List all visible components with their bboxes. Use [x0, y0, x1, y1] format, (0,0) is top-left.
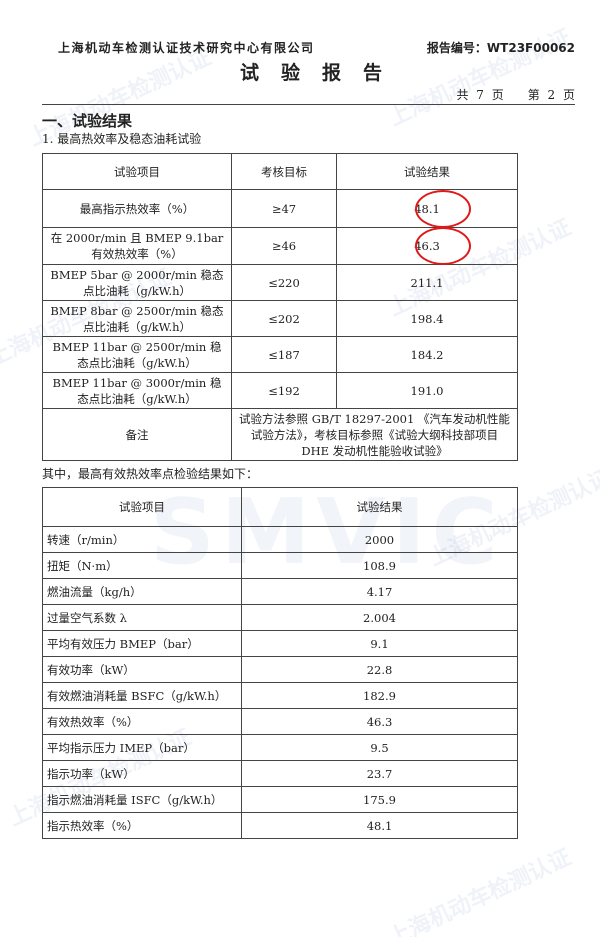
item-cell: 有效功率（kW） — [42, 656, 242, 683]
table-row: 平均有效压力 BMEP（bar） 9.1 — [42, 630, 518, 657]
target-cell: ≤220 — [231, 264, 337, 301]
item-cell: 转速（r/min） — [42, 526, 242, 553]
result-cell: 198.4 — [336, 300, 518, 337]
table-row: 平均指示压力 IMEP（bar） 9.5 — [42, 734, 518, 761]
item-cell: BMEP 5bar @ 2000r/min 稳态点比油耗（g/kW.h） — [42, 264, 232, 301]
red-annotation-circle — [415, 190, 471, 228]
red-annotation-circle — [415, 227, 471, 265]
watermark: 上海机动车检测认证 — [385, 845, 576, 937]
report-number: 报告编号：WT23F00062 — [426, 41, 575, 55]
table-row: 扭矩（N·m） 108.9 — [42, 552, 518, 579]
result-cell: 46.3 — [241, 708, 518, 735]
result-cell: 184.2 — [336, 336, 518, 373]
section-title: 一、试验结果 — [42, 112, 133, 130]
result-cell: 22.8 — [241, 656, 518, 683]
table-row: 有效功率（kW） 22.8 — [42, 656, 518, 683]
section-subtitle: 1. 最高热效率及稳态油耗试验 — [42, 132, 202, 146]
item-cell: 燃油流量（kg/h） — [42, 578, 242, 605]
result-cell: 23.7 — [241, 760, 518, 787]
result-cell: 2000 — [241, 526, 518, 553]
table-row: 有效燃油消耗量 BSFC（g/kW.h） 182.9 — [42, 682, 518, 709]
note-text: 其中，最高有效热效率点检验结果如下： — [42, 467, 259, 481]
remark-label: 备注 — [42, 408, 232, 461]
item-cell: 平均指示压力 IMEP（bar） — [42, 734, 242, 761]
table-row: BMEP 11bar @ 3000r/min 稳态点比油耗（g/kW.h） ≤19… — [42, 372, 518, 409]
result-cell: 4.17 — [241, 578, 518, 605]
item-cell: 在 2000r/min 且 BMEP 9.1bar 有效热效率（%） — [42, 227, 232, 265]
target-cell: ≤202 — [231, 300, 337, 337]
item-cell: BMEP 11bar @ 3000r/min 稳态点比油耗（g/kW.h） — [42, 372, 232, 409]
target-cell: ≥46 — [231, 227, 337, 265]
table-row: 转速（r/min） 2000 — [42, 526, 518, 553]
target-cell: ≤187 — [231, 336, 337, 373]
item-cell: 指示热效率（%） — [42, 812, 242, 839]
table-row: 过量空气系数 λ 2.004 — [42, 604, 518, 631]
item-cell: BMEP 8bar @ 2500r/min 稳态点比油耗（g/kW.h） — [42, 300, 232, 337]
item-cell: 最高指示热效率（%） — [42, 189, 232, 228]
item-cell: 平均有效压力 BMEP（bar） — [42, 630, 242, 657]
result-cell: 2.004 — [241, 604, 518, 631]
table-row: 有效热效率（%） 46.3 — [42, 708, 518, 735]
header-divider — [42, 104, 575, 105]
item-cell: 有效热效率（%） — [42, 708, 242, 735]
target-cell: ≥47 — [231, 189, 337, 228]
header-cell: 试验项目 — [42, 153, 232, 190]
item-cell: 扭矩（N·m） — [42, 552, 242, 579]
efficiency-table: 试验项目 考核目标 试验结果 最高指示热效率（%） ≥47 48.1 在 2000r… — [42, 153, 518, 461]
max-efficiency-point-table: 试验项目 试验结果 转速（r/min） 2000 扭矩（N·m） 108.9 燃油流量（k… — [42, 487, 518, 839]
result-cell: 48.1 — [241, 812, 518, 839]
header-cell: 试验项目 — [42, 487, 242, 527]
header-cell: 试验结果 — [336, 153, 518, 190]
table-row: 指示热效率（%） 48.1 — [42, 812, 518, 839]
result-cell: 108.9 — [241, 552, 518, 579]
page-indicator: 共 7 页 第 2 页 — [456, 88, 575, 102]
item-cell: 指示功率（kW） — [42, 760, 242, 787]
result-cell: 9.1 — [241, 630, 518, 657]
item-cell: 有效燃油消耗量 BSFC（g/kW.h） — [42, 682, 242, 709]
result-cell: 211.1 — [336, 264, 518, 301]
report-title: 试验报告 — [239, 62, 404, 84]
company-name: 上海机动车检测认证技术研究中心有限公司 — [58, 41, 315, 55]
table-row: 指示功率（kW） 23.7 — [42, 760, 518, 787]
table-row: BMEP 5bar @ 2000r/min 稳态点比油耗（g/kW.h） ≤220… — [42, 264, 518, 301]
table-row: 燃油流量（kg/h） 4.17 — [42, 578, 518, 605]
item-cell: 过量空气系数 λ — [42, 604, 242, 631]
item-cell: BMEP 11bar @ 2500r/min 稳态点比油耗（g/kW.h） — [42, 336, 232, 373]
remark-row: 备注 试验方法参照 GB/T 18297-2001 《汽车发动机性能试验方法》，考… — [42, 408, 518, 461]
item-cell: 指示燃油消耗量 ISFC（g/kW.h） — [42, 786, 242, 813]
result-cell: 9.5 — [241, 734, 518, 761]
header-cell: 试验结果 — [241, 487, 518, 527]
result-cell: 182.9 — [241, 682, 518, 709]
header-cell: 考核目标 — [231, 153, 337, 190]
target-cell: ≤192 — [231, 372, 337, 409]
table-row: BMEP 8bar @ 2500r/min 稳态点比油耗（g/kW.h） ≤202… — [42, 300, 518, 337]
result-cell: 175.9 — [241, 786, 518, 813]
table-row: BMEP 11bar @ 2500r/min 稳态点比油耗（g/kW.h） ≤18… — [42, 336, 518, 373]
table-row: 指示燃油消耗量 ISFC（g/kW.h） 175.9 — [42, 786, 518, 813]
result-cell: 191.0 — [336, 372, 518, 409]
remark-text: 试验方法参照 GB/T 18297-2001 《汽车发动机性能试验方法》，考核目… — [231, 408, 518, 461]
